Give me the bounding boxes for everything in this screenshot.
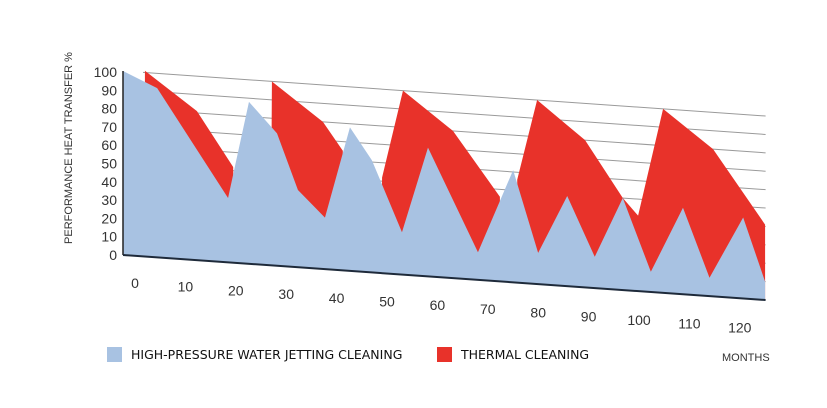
- y-tick-labels: 0 10 20 30 40 50 60 70 80 90 100: [94, 64, 118, 263]
- x-tick-label: 70: [480, 301, 496, 317]
- gridline: [142, 71, 766, 117]
- y-axis-label: PERFORMANCE HEAT TRANSFER %: [63, 52, 75, 244]
- x-axis-label: MONTHS: [722, 352, 770, 364]
- axes: [122, 71, 766, 302]
- series-areas: [123, 70, 766, 301]
- area-water-jetting: [123, 71, 766, 301]
- y-tick-label: 90: [101, 82, 117, 98]
- x-tick-label: 90: [581, 308, 597, 324]
- y-tick-label: 30: [101, 192, 117, 208]
- x-tick-label: 60: [430, 297, 446, 313]
- x-tick-label: 110: [678, 316, 701, 332]
- x-tick-label: 50: [379, 294, 395, 310]
- x-tick-label: 80: [530, 305, 546, 321]
- y-tick-label: 100: [94, 64, 118, 80]
- y-tick-label: 10: [101, 229, 117, 245]
- legend-label: HIGH-PRESSURE WATER JETTING CLEANING: [131, 347, 403, 362]
- legend-item-water-jetting: HIGH-PRESSURE WATER JETTING CLEANING: [107, 347, 402, 362]
- legend-item-thermal: THERMAL CLEANING: [437, 347, 589, 362]
- y-tick-label: 40: [101, 174, 117, 190]
- x-tick-label: 100: [627, 312, 651, 328]
- y-tick-label: 60: [101, 137, 117, 153]
- x-axis-line: [122, 254, 766, 302]
- y-tick-label: 20: [101, 210, 117, 226]
- x-tick-label: 10: [178, 279, 194, 295]
- legend-swatch-blue: [107, 347, 122, 362]
- legend-label: THERMAL CLEANING: [461, 347, 590, 362]
- y-tick-label: 0: [109, 247, 117, 263]
- x-tick-labels: 0 10 20 30 40 50 60 70 80 90 100 110 120: [131, 275, 752, 335]
- x-tick-label: 120: [728, 319, 752, 335]
- x-tick-label: 0: [131, 275, 139, 291]
- x-tick-label: 30: [278, 286, 294, 302]
- y-tick-label: 70: [101, 119, 117, 135]
- legend-swatch-red: [437, 347, 452, 362]
- y-tick-label: 80: [101, 101, 117, 117]
- x-tick-label: 20: [228, 282, 244, 298]
- y-tick-label: 50: [101, 156, 117, 172]
- x-tick-label: 40: [329, 290, 345, 306]
